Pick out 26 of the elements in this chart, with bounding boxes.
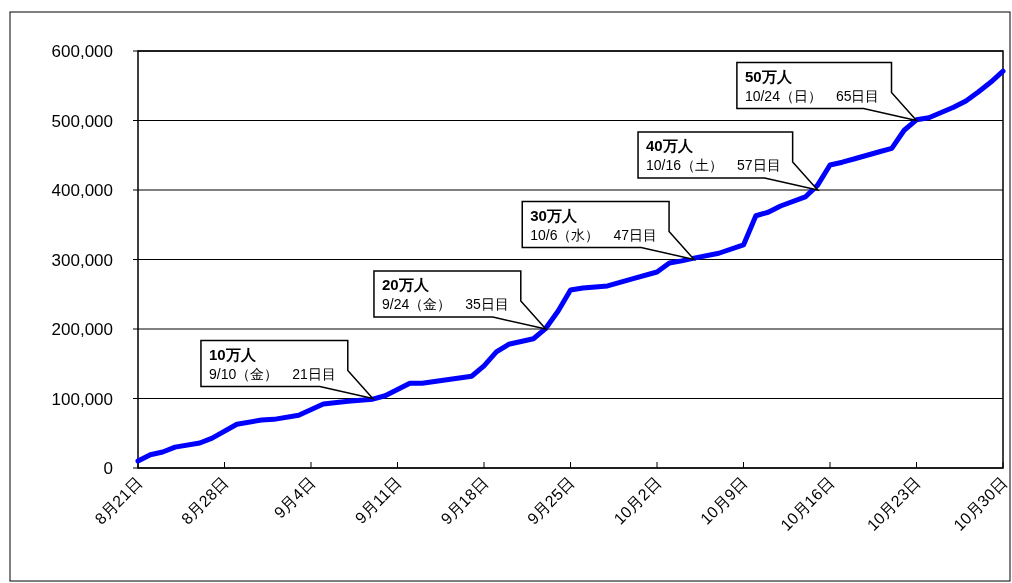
x-tick-label: 10月2日 xyxy=(610,474,665,528)
x-tick-label: 9月11日 xyxy=(351,474,405,527)
annotation: 30万人 10/6（水） 47日目 xyxy=(521,200,697,261)
y-tick-label: 100,000 xyxy=(51,389,113,409)
annotation: 50万人 10/24（日） 65日目 xyxy=(744,67,880,104)
annotation: 10万人 9/10（金） 21日目 xyxy=(200,339,375,400)
x-tick-label: 10月23日 xyxy=(863,474,924,534)
y-tick-label: 500,000 xyxy=(51,111,113,131)
annotation: 20万人 9/24（金） 35日目 xyxy=(373,270,548,331)
x-tick-label: 9月18日 xyxy=(437,474,492,528)
x-tick-label: 8月28日 xyxy=(178,474,232,528)
x-tick-label: 10月16日 xyxy=(777,474,838,534)
y-tick-label: 300,000 xyxy=(51,250,113,270)
x-tick-label: 10月30日 xyxy=(950,474,1011,534)
x-tick-label: 10月9日 xyxy=(697,474,751,528)
annotation: 40万人 10/16（土） 57日目 xyxy=(637,131,820,192)
annotation: 30万人 10/6（水） 47日目 xyxy=(530,206,658,243)
x-tick-label: 9月25日 xyxy=(524,474,578,528)
y-tick-label: 600,000 xyxy=(51,42,113,61)
annotation: 50万人 10/24（日） 65日目 xyxy=(736,61,919,122)
y-tick-label: 200,000 xyxy=(51,320,113,339)
annotation: 10万人 9/10（金） 21日目 xyxy=(208,345,336,382)
annotation: 40万人 10/16（土） 57日目 xyxy=(646,137,781,173)
annotation: 20万人 9/24（金） 35日目 xyxy=(381,276,509,312)
x-tick-label: 9月4日 xyxy=(270,474,319,522)
y-tick-label: 400,000 xyxy=(51,181,113,200)
